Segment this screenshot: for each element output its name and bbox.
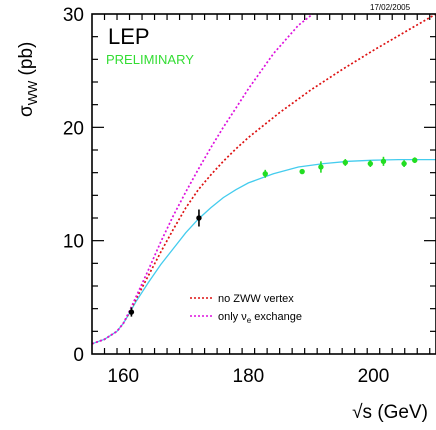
y-tick-label-20: 20 bbox=[63, 118, 84, 139]
legend-label-only-nue-main: only ν bbox=[218, 311, 247, 323]
measurement-point-2 bbox=[262, 171, 268, 177]
measurement-point-8 bbox=[401, 160, 407, 167]
y-axis-label-symbol: σ bbox=[16, 105, 37, 117]
measurement-points bbox=[128, 156, 418, 317]
measurement-point-4 bbox=[318, 164, 324, 170]
x-tick-label-200: 200 bbox=[358, 366, 390, 387]
series-line-2 bbox=[92, 14, 314, 345]
x-tick-label-160: 160 bbox=[107, 366, 139, 387]
x-axis-label: √s (GeV) bbox=[352, 402, 428, 423]
measurement-point-7 bbox=[380, 158, 387, 165]
y-tick-label-30: 30 bbox=[63, 5, 84, 26]
measurement-point-3 bbox=[299, 168, 305, 175]
y-axis-label: σWW (pb) bbox=[16, 42, 40, 117]
plot-frame bbox=[91, 13, 436, 355]
measurement-point-6 bbox=[367, 160, 374, 167]
measurement-point-0 bbox=[128, 309, 135, 315]
y-tick-label-10: 10 bbox=[63, 232, 84, 253]
measurement-point-5 bbox=[342, 159, 349, 166]
y-axis-label-unit: (pb) bbox=[16, 42, 37, 81]
legend-label-only-nue: only νe exchange bbox=[218, 311, 302, 325]
legend: no ZWW vertex only νe exchange bbox=[190, 293, 302, 325]
legend-label-only-nue-sub: e bbox=[247, 316, 252, 325]
chart-subtitle: PRELIMINARY bbox=[106, 52, 194, 67]
chart-date: 17/02/2005 bbox=[370, 3, 411, 12]
measurement-point-9 bbox=[412, 157, 418, 163]
y-tick-label-0: 0 bbox=[73, 345, 84, 366]
measurement-point-1 bbox=[196, 215, 202, 221]
x-tick-label-180: 180 bbox=[233, 366, 265, 387]
axis-tick-labels: 160 180 200 0 10 20 30 bbox=[63, 5, 389, 387]
legend-label-no-zww: no ZWW vertex bbox=[218, 293, 294, 305]
y-axis-label-subscript: WW bbox=[25, 80, 40, 105]
legend-label-only-nue-suffix: exchange bbox=[251, 311, 302, 323]
series-line-0 bbox=[92, 158, 436, 345]
axis-ticks bbox=[92, 14, 436, 354]
chart-title: LEP bbox=[108, 24, 150, 49]
theory-curves bbox=[92, 14, 436, 345]
